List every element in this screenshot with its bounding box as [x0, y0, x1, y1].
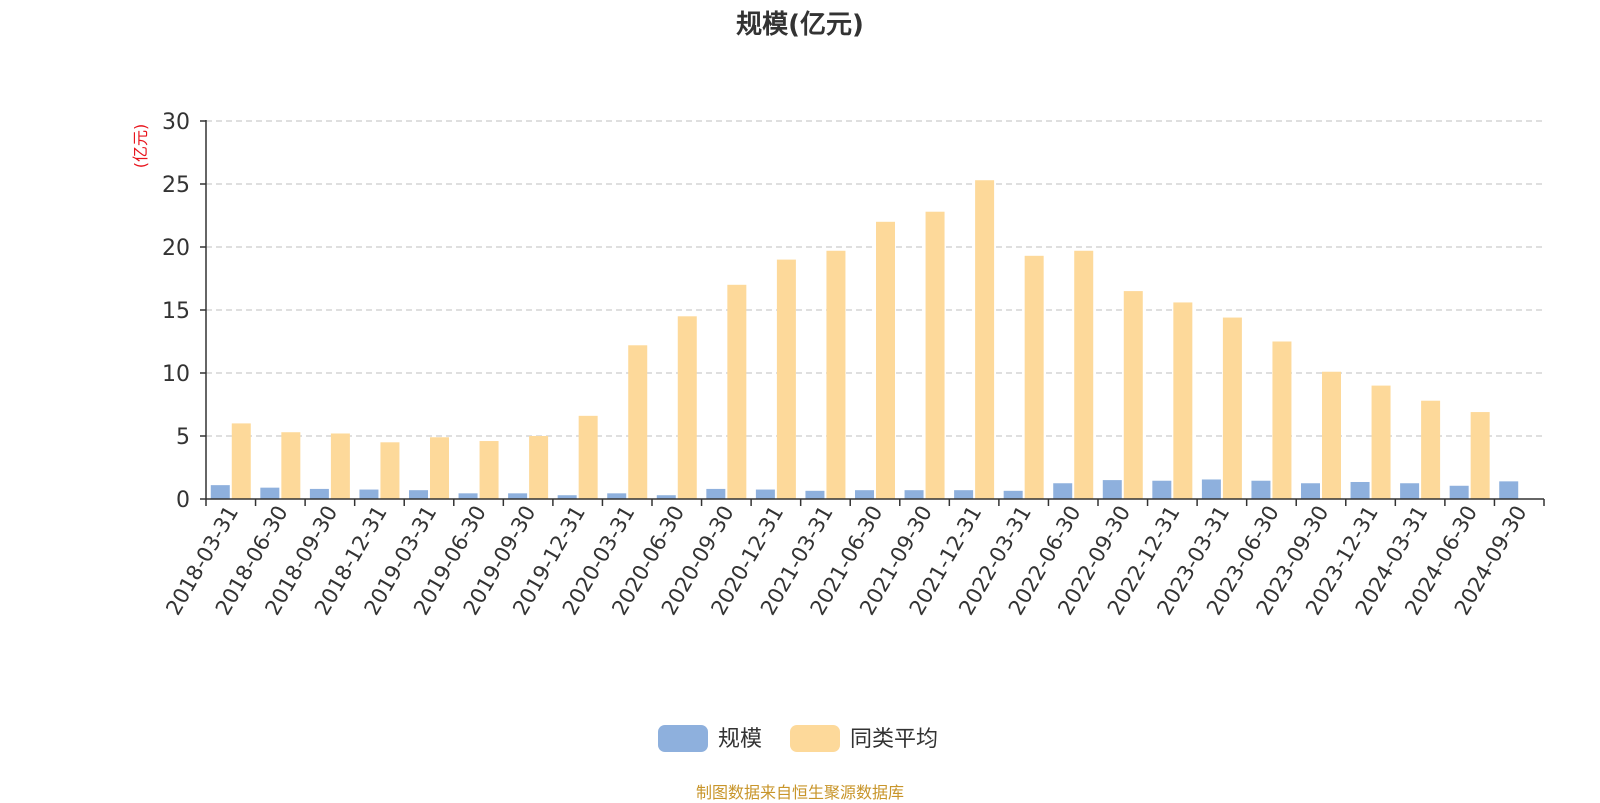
bars [210, 180, 1519, 500]
legend-swatch [658, 725, 708, 752]
y-tick-label: 0 [176, 488, 190, 513]
bar-peer-average [578, 415, 598, 499]
bar-scale [855, 490, 874, 499]
bar-scale [805, 490, 825, 499]
y-tick-labels: 0 5 10 15 20 25 30 [162, 110, 190, 513]
y-tick-label: 15 [162, 299, 190, 324]
y-tick-label: 5 [176, 425, 190, 450]
legend: 规模 同类平均 [658, 725, 938, 752]
bar-scale [1400, 483, 1420, 499]
bar-peer-average [1222, 317, 1242, 499]
bar-scale [656, 495, 676, 499]
y-tick-label: 10 [162, 362, 190, 387]
bar-peer-average [975, 180, 995, 499]
bar-scale [706, 488, 726, 499]
bar-peer-average [1024, 255, 1044, 499]
bar-peer-average [1421, 400, 1441, 499]
gridlines [206, 120, 1544, 437]
bar-peer-average [677, 316, 697, 499]
y-tick-label: 25 [162, 173, 190, 198]
bar-peer-average [727, 284, 747, 499]
bar-peer-average [529, 436, 549, 499]
bar-scale [260, 487, 280, 499]
bar-scale [607, 493, 627, 499]
y-tick-label: 30 [162, 110, 190, 135]
bar-scale [557, 495, 577, 499]
bar-peer-average [281, 432, 301, 499]
bar-scale [1301, 483, 1320, 499]
bar-peer-average [826, 250, 846, 499]
bar-scale [1053, 483, 1073, 499]
bar-scale [1350, 481, 1370, 499]
bar-peer-average [925, 211, 945, 499]
y-tick-label: 20 [162, 236, 190, 261]
bar-scale [359, 489, 379, 499]
legend-label: 同类平均 [850, 727, 938, 752]
bar-scale [954, 490, 974, 499]
bar-peer-average [628, 345, 648, 499]
bar-peer-average [1272, 341, 1292, 499]
bar-peer-average [1173, 302, 1193, 499]
bar-scale [1102, 480, 1122, 499]
bar-peer-average [1074, 250, 1094, 499]
axes [200, 120, 1545, 506]
bar-peer-average [231, 423, 251, 499]
bar-scale [309, 488, 329, 499]
bar-scale [210, 485, 230, 499]
bar-scale [1152, 480, 1172, 499]
legend-swatch [790, 725, 840, 752]
bar-scale [1251, 480, 1271, 499]
bar-scale [508, 493, 528, 499]
bar-scale [1201, 479, 1221, 499]
source-note: 制图数据来自恒生聚源数据库 [695, 783, 904, 802]
bar-peer-average [1322, 371, 1341, 499]
bar-peer-average [1470, 412, 1490, 499]
bar-peer-average [776, 259, 796, 499]
bar-peer-average [430, 437, 449, 499]
x-tick-labels: 2018-03-312018-06-302018-09-302018-12-31… [161, 502, 1531, 620]
bar-peer-average [876, 221, 895, 500]
bar-scale [409, 490, 428, 499]
bar-scale [1499, 481, 1519, 499]
legend-label: 规模 [718, 727, 762, 752]
bar-peer-average [330, 433, 350, 499]
bar-peer-average [1371, 385, 1391, 499]
bar-peer-average [380, 442, 400, 499]
chart-title: 规模(亿元) [736, 10, 864, 40]
bar-peer-average [479, 441, 499, 499]
y-axis-title: (亿元) [131, 124, 150, 169]
bar-scale [904, 490, 924, 499]
bar-scale [458, 493, 478, 499]
bar-scale [755, 489, 775, 499]
bar-peer-average [1123, 291, 1143, 499]
bar-scale [1449, 485, 1469, 499]
bar-scale [1003, 490, 1023, 499]
